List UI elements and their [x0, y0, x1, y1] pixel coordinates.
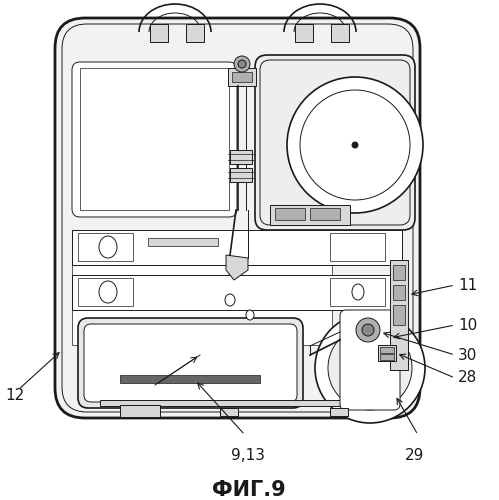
Text: ФИГ.9: ФИГ.9: [212, 480, 286, 500]
Bar: [72, 275, 402, 310]
Text: 11: 11: [458, 278, 477, 292]
Polygon shape: [226, 255, 248, 280]
Ellipse shape: [225, 294, 235, 306]
Circle shape: [352, 142, 358, 148]
Bar: [100, 400, 375, 406]
Ellipse shape: [99, 236, 117, 258]
Bar: [80, 68, 229, 210]
Bar: [393, 265, 405, 280]
Bar: [78, 233, 133, 261]
Circle shape: [356, 318, 380, 342]
Bar: [331, 24, 349, 42]
Bar: [148, 238, 218, 246]
Bar: [390, 260, 408, 370]
FancyBboxPatch shape: [78, 318, 303, 408]
Circle shape: [300, 90, 410, 200]
Circle shape: [234, 56, 250, 72]
FancyBboxPatch shape: [72, 62, 237, 217]
Bar: [380, 354, 394, 360]
Bar: [120, 375, 260, 383]
Bar: [380, 347, 394, 353]
Bar: [330, 278, 385, 306]
FancyBboxPatch shape: [84, 324, 297, 402]
Bar: [270, 205, 350, 225]
Circle shape: [238, 60, 246, 68]
Bar: [78, 278, 133, 306]
Circle shape: [315, 313, 425, 423]
Bar: [228, 68, 256, 86]
Bar: [150, 24, 168, 42]
Bar: [72, 230, 402, 265]
Ellipse shape: [99, 281, 117, 303]
Bar: [393, 285, 405, 300]
Ellipse shape: [352, 284, 364, 300]
FancyBboxPatch shape: [55, 18, 420, 418]
Bar: [72, 265, 332, 345]
Bar: [295, 24, 313, 42]
Text: 29: 29: [405, 448, 425, 463]
Bar: [310, 208, 340, 220]
Circle shape: [362, 324, 374, 336]
Text: 9,13: 9,13: [231, 448, 265, 463]
Bar: [330, 233, 385, 261]
Bar: [186, 24, 204, 42]
Bar: [378, 345, 396, 361]
Text: 12: 12: [5, 388, 24, 402]
Bar: [232, 72, 252, 82]
Bar: [220, 408, 238, 416]
Text: 30: 30: [458, 348, 478, 362]
Bar: [275, 208, 305, 220]
Text: 10: 10: [458, 318, 477, 332]
Circle shape: [328, 326, 412, 410]
Bar: [230, 168, 252, 182]
FancyBboxPatch shape: [340, 310, 400, 410]
FancyBboxPatch shape: [255, 55, 415, 230]
Bar: [230, 150, 252, 164]
Circle shape: [287, 77, 423, 213]
Bar: [120, 405, 160, 417]
Bar: [330, 408, 348, 416]
Bar: [393, 305, 405, 325]
Text: 28: 28: [458, 370, 477, 386]
Ellipse shape: [246, 310, 254, 320]
